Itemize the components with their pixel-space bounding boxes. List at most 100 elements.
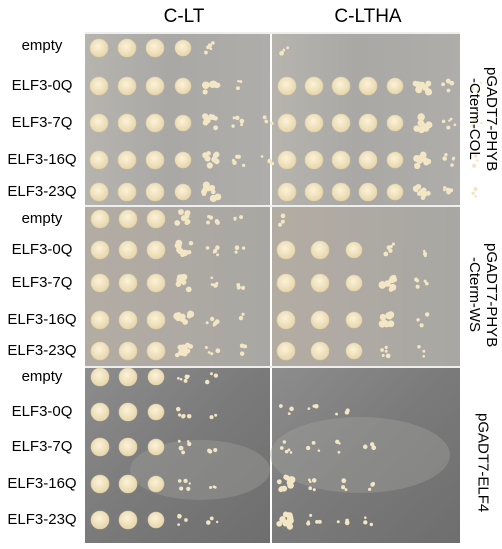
colony-spot-c-lt	[89, 76, 109, 96]
colony-spot-c-ltha	[310, 273, 330, 293]
colony-dot	[235, 86, 240, 91]
colony-spot-c-ltha	[386, 151, 404, 169]
colony-spot-c-lt	[90, 310, 110, 330]
colony-dot	[181, 450, 186, 455]
row-label: ELF3-0Q	[11, 403, 73, 420]
colony-dot	[289, 451, 293, 454]
colony-dot	[213, 151, 220, 158]
colony-dot	[206, 220, 210, 225]
colony-dot	[212, 248, 218, 254]
colony-spot-c-ltha	[358, 76, 378, 96]
colony-spot-c-ltha	[331, 182, 351, 202]
colony-dot	[422, 84, 429, 92]
colony-dot	[179, 486, 184, 491]
colony-spot-c-lt	[89, 150, 109, 170]
row-label: empty	[21, 368, 63, 385]
plate-smear	[270, 417, 450, 493]
colony-spot-c-ltha	[276, 341, 296, 361]
colony-dot	[389, 283, 397, 291]
colony-dot	[344, 520, 350, 526]
colony-cluster-c-lt	[177, 513, 188, 526]
colony-dot	[424, 281, 429, 286]
colony-cluster-c-lt	[236, 283, 246, 290]
colony-cluster-c-ltha	[341, 478, 348, 492]
colony-dot	[338, 442, 341, 445]
colony-dot	[175, 406, 181, 412]
colony-spot-c-lt	[174, 114, 192, 132]
colony-cluster-c-ltha	[276, 474, 296, 493]
colony-dot	[239, 351, 245, 356]
colony-dot	[422, 349, 426, 353]
colony-dot	[184, 210, 191, 216]
colony-dot	[309, 480, 312, 484]
colony-dot	[363, 520, 368, 525]
colony-cluster-c-lt	[201, 80, 221, 95]
colony-cluster-c-lt	[231, 154, 246, 168]
colony-dot	[415, 86, 423, 94]
colony-dot	[239, 316, 243, 319]
colony-cluster-c-ltha	[305, 440, 321, 452]
colony-dot	[416, 318, 420, 322]
colony-cluster-c-lt	[206, 214, 220, 225]
colony-cluster-c-ltha	[422, 249, 428, 258]
colony-dot	[212, 323, 216, 327]
colony-dot	[178, 413, 182, 417]
colony-spot-c-lt	[146, 310, 166, 330]
colony-dot	[233, 217, 237, 221]
colony-cluster-c-lt	[204, 372, 219, 385]
colony-dot	[418, 188, 427, 197]
colony-dot	[442, 156, 448, 161]
colony-dot	[177, 274, 182, 280]
colony-dot	[174, 220, 181, 226]
colony-dot	[213, 283, 218, 288]
colony-dot	[448, 119, 451, 123]
colony-spot-c-lt	[90, 437, 110, 457]
colony-dot	[276, 479, 282, 485]
colony-dot	[384, 345, 388, 349]
colony-spot-c-lt	[174, 77, 192, 95]
colony-spot-c-lt	[90, 341, 110, 361]
colony-dot	[336, 520, 340, 524]
colony-spot-c-lt	[147, 511, 165, 529]
row-label: ELF3-16Q	[7, 475, 77, 492]
colony-cluster-c-lt	[205, 516, 219, 525]
colony-spot-c-lt	[147, 368, 165, 386]
colony-cluster-c-lt	[174, 342, 194, 358]
colony-dot	[280, 213, 286, 219]
colony-dot	[417, 113, 425, 121]
colony-dot	[425, 190, 431, 196]
colony-dot	[446, 79, 451, 84]
colony-dot	[234, 250, 238, 254]
colony-cluster-c-ltha	[276, 511, 294, 530]
colony-dot	[389, 275, 395, 281]
colony-spot-c-lt	[89, 182, 109, 202]
colony-dot	[209, 415, 214, 420]
colony-dot	[453, 123, 457, 127]
colony-spot-c-ltha	[358, 150, 378, 170]
colony-cluster-c-ltha	[378, 311, 395, 328]
row-label: ELF3-16Q	[7, 151, 77, 168]
row-label: ELF3-7Q	[11, 438, 73, 455]
column-title-c-lt: C-LT	[163, 6, 205, 27]
colony-cluster-c-ltha	[383, 242, 395, 257]
colony-dot	[211, 156, 218, 163]
colony-dot	[450, 163, 454, 167]
colony-dot	[480, 121, 483, 125]
colony-dot	[203, 81, 210, 88]
colony-dot	[209, 316, 215, 322]
colony-dot	[231, 158, 235, 162]
colony-spot-c-ltha	[276, 240, 296, 260]
colony-spot-c-lt	[118, 402, 138, 422]
colony-dot	[175, 281, 182, 287]
colony-dot	[419, 323, 424, 328]
colony-dot	[175, 316, 181, 322]
colony-spot-c-lt	[118, 437, 138, 457]
colony-dot	[279, 50, 284, 56]
colony-dot	[385, 353, 391, 359]
colony-dot	[204, 379, 210, 385]
colony-spot-c-lt	[89, 38, 109, 58]
colony-dot	[185, 286, 192, 293]
colony-dot	[213, 448, 218, 453]
colony-cluster-c-ltha	[442, 152, 456, 167]
